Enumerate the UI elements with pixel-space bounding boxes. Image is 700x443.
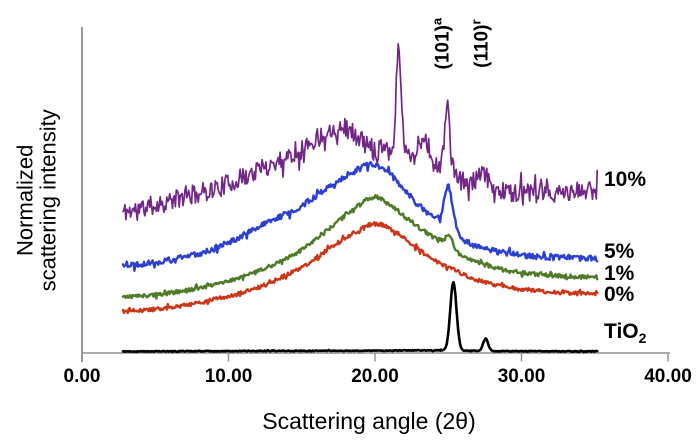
series-label-text: 0% [604,283,635,306]
peak-annotation-text: (101) [432,25,454,70]
y-axis-title-line2: scattering intensity [36,109,61,292]
series-curve-1pct [121,194,599,300]
series-label: TiO2 [604,320,646,346]
peak-annotation: (110)r [469,0,494,99]
series-label-text: 5% [604,240,635,263]
x-tick-label: 0.00 [63,366,101,387]
x-tick-label: 30.00 [497,366,546,387]
series-label-text: 10% [604,168,647,191]
x-axis-title: Scattering angle (2θ) [262,408,476,434]
series-label: 0% [604,283,634,307]
series-label-text: TiO [604,320,639,343]
y-axis-title-line1: Normalized [12,144,38,256]
peak-annotation-text: (110) [471,24,493,68]
y-axis-title: Normalized scattering intensity [12,40,61,360]
series-curve-5pct [121,160,599,272]
series-curve-10pct [122,43,599,221]
series-label: 1% [604,262,634,286]
x-tick-label: 40.00 [644,366,692,387]
series-curve-0pct [121,221,599,315]
series-label-subscript: 2 [638,330,647,347]
series-label-text: 1% [604,262,635,285]
peak-annotation-superscript: a [428,17,444,26]
x-tick-label: 20.00 [351,366,399,387]
peak-annotation-superscript: r [468,19,484,25]
series-label: 5% [604,240,634,264]
x-tick-label: 10.00 [204,366,253,387]
peak-annotation: (101)a [429,0,454,99]
series-curve-tio [121,280,599,354]
series-label: 10% [604,168,646,192]
